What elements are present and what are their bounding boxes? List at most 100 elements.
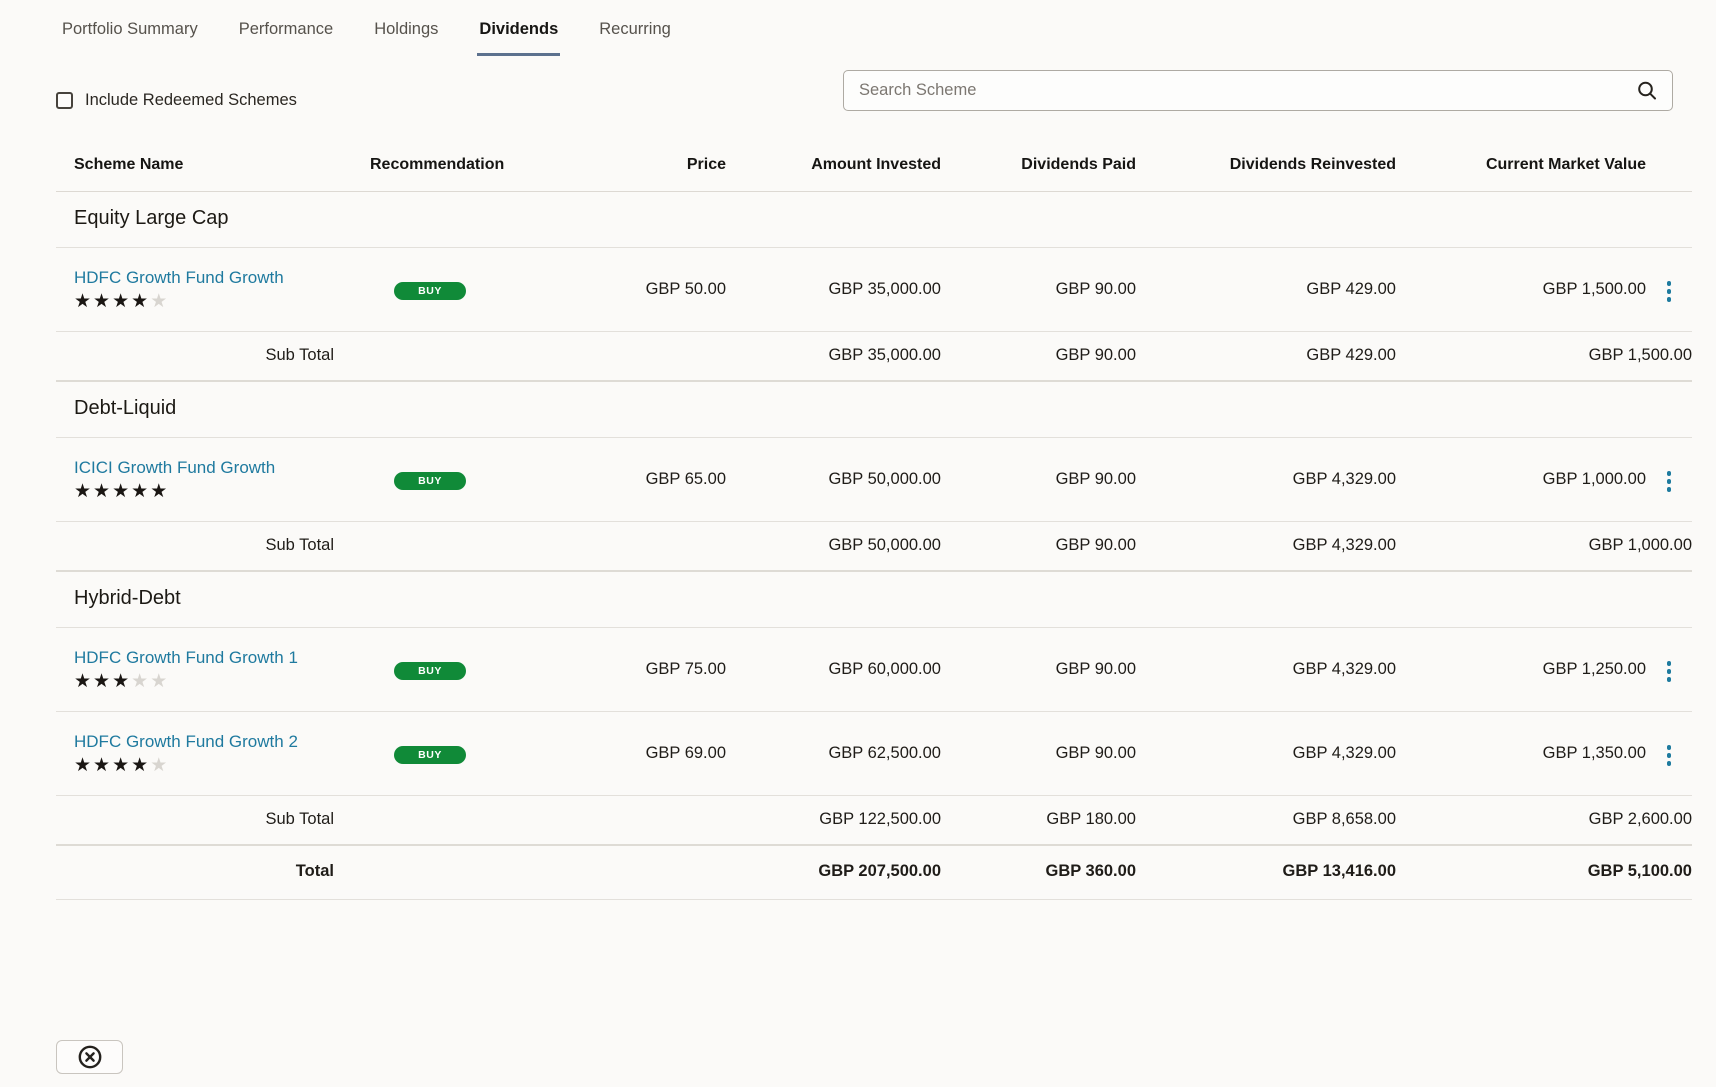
subtotal-market-value: GBP 2,600.00 [1396,795,1692,846]
amount-invested-cell: GBP 50,000.00 [726,437,941,522]
dividends-reinvested-cell: GBP 4,329.00 [1136,437,1396,522]
close-panel-button[interactable] [56,1040,123,1074]
search-icon [1636,80,1658,102]
market-value-cell: GBP 1,000.00 [1396,437,1646,522]
subtotal-market-value: GBP 1,500.00 [1396,331,1692,382]
subtotal-dividends-reinvested: GBP 4,329.00 [1136,521,1396,572]
tab-dividends[interactable]: Dividends [477,18,561,56]
group-title: Hybrid-Debt [56,571,1692,628]
include-redeemed-control: Include Redeemed Schemes [56,91,297,110]
tab-performance[interactable]: Performance [238,20,334,38]
subtotal-amount-invested: GBP 35,000.00 [726,331,941,382]
subtotal-market-value: GBP 1,000.00 [1396,521,1692,572]
kebab-vertical-dots-icon [1666,745,1672,750]
tab-portfolio-summary[interactable]: Portfolio Summary [62,20,198,38]
scheme-link[interactable]: HDFC Growth Fund Growth 2 [74,732,298,751]
dividends-reinvested-cell: GBP 4,329.00 [1136,627,1396,712]
rating-stars: ★★★★★ [74,671,170,692]
recommendation-badge: BUY [394,745,466,764]
total-row: Total GBP 207,500.00 GBP 360.00 GBP 13,4… [56,845,1692,900]
dividends-paid-cell: GBP 90.00 [941,711,1136,796]
table-header-row: Scheme Name Recommendation Price Amount … [56,144,1692,192]
column-header-recommendation: Recommendation [356,144,566,192]
column-header-dividends-paid: Dividends Paid [941,144,1136,192]
close-circle-icon [77,1044,103,1070]
group-title: Equity Large Cap [56,191,1692,248]
search-input[interactable] [859,81,1634,100]
market-value-cell: GBP 1,350.00 [1396,711,1646,796]
subtotal-amount-invested: GBP 122,500.00 [726,795,941,846]
dividends-table: Scheme Name Recommendation Price Amount … [56,144,1692,900]
table-row: HDFC Growth Fund Growth 2 ★★★★★ BUY GBP … [56,711,1692,796]
group-header-debt-liquid: Debt-Liquid [56,381,1692,438]
recommendation-badge: BUY [394,471,466,490]
search-button[interactable] [1634,78,1660,104]
group-title: Debt-Liquid [56,381,1692,438]
group-header-hybrid-debt: Hybrid-Debt [56,571,1692,628]
row-menu-button[interactable] [1657,465,1682,498]
subtotal-dividends-paid: GBP 90.00 [941,521,1136,572]
row-menu-button[interactable] [1657,655,1682,688]
subtotal-row: Sub Total GBP 50,000.00 GBP 90.00 GBP 4,… [56,521,1692,572]
subtotal-dividends-reinvested: GBP 8,658.00 [1136,795,1396,846]
table-row: HDFC Growth Fund Growth 1 ★★★★★ BUY GBP … [56,627,1692,712]
dividends-reinvested-cell: GBP 429.00 [1136,247,1396,332]
recommendation-badge: BUY [394,661,466,680]
dividends-paid-cell: GBP 90.00 [941,627,1136,712]
price-cell: GBP 65.00 [566,437,726,522]
market-value-cell: GBP 1,500.00 [1396,247,1646,332]
kebab-vertical-dots-icon [1666,471,1672,476]
amount-invested-cell: GBP 35,000.00 [726,247,941,332]
subtotal-dividends-paid: GBP 90.00 [941,331,1136,382]
dividends-reinvested-cell: GBP 4,329.00 [1136,711,1396,796]
scheme-link[interactable]: HDFC Growth Fund Growth 1 [74,648,298,667]
scheme-link[interactable]: ICICI Growth Fund Growth [74,458,276,477]
column-header-price: Price [566,144,726,192]
subtotal-dividends-reinvested: GBP 429.00 [1136,331,1396,382]
rating-stars: ★★★★★ [74,755,170,776]
column-header-current-market-value: Current Market Value [1396,144,1646,192]
price-cell: GBP 69.00 [566,711,726,796]
tab-recurring[interactable]: Recurring [599,20,671,38]
rating-stars: ★★★★★ [74,481,170,502]
include-redeemed-label: Include Redeemed Schemes [85,91,297,109]
controls-row: Include Redeemed Schemes [0,56,1716,111]
scheme-search-box [843,70,1673,111]
total-dividends-paid: GBP 360.00 [941,845,1136,900]
kebab-vertical-dots-icon [1666,661,1672,666]
row-menu-button[interactable] [1657,739,1682,772]
column-header-scheme-name: Scheme Name [56,144,356,192]
subtotal-amount-invested: GBP 50,000.00 [726,521,941,572]
recommendation-badge: BUY [394,281,466,300]
include-redeemed-checkbox[interactable] [56,92,73,109]
price-cell: GBP 50.00 [566,247,726,332]
subtotal-label: Sub Total [56,795,356,846]
group-header-equity-large-cap: Equity Large Cap [56,191,1692,248]
subtotal-label: Sub Total [56,331,356,382]
price-cell: GBP 75.00 [566,627,726,712]
total-dividends-reinvested: GBP 13,416.00 [1136,845,1396,900]
subtotal-dividends-paid: GBP 180.00 [941,795,1136,846]
total-market-value: GBP 5,100.00 [1396,845,1692,900]
column-header-amount-invested: Amount Invested [726,144,941,192]
portfolio-tab-bar: Portfolio Summary Performance Holdings D… [0,0,1716,56]
subtotal-row: Sub Total GBP 35,000.00 GBP 90.00 GBP 42… [56,331,1692,382]
row-menu-button[interactable] [1657,275,1682,308]
amount-invested-cell: GBP 60,000.00 [726,627,941,712]
subtotal-label: Sub Total [56,521,356,572]
kebab-vertical-dots-icon [1666,281,1672,286]
scheme-link[interactable]: HDFC Growth Fund Growth [74,268,284,287]
table-row: HDFC Growth Fund Growth ★★★★★ BUY GBP 50… [56,247,1692,332]
market-value-cell: GBP 1,250.00 [1396,627,1646,712]
total-amount-invested: GBP 207,500.00 [726,845,941,900]
rating-stars: ★★★★★ [74,291,170,312]
tab-holdings[interactable]: Holdings [374,20,439,38]
total-label: Total [56,845,356,900]
subtotal-row: Sub Total GBP 122,500.00 GBP 180.00 GBP … [56,795,1692,846]
dividends-paid-cell: GBP 90.00 [941,247,1136,332]
column-header-dividends-reinvested: Dividends Reinvested [1136,144,1396,192]
dividends-paid-cell: GBP 90.00 [941,437,1136,522]
amount-invested-cell: GBP 62,500.00 [726,711,941,796]
table-row: ICICI Growth Fund Growth ★★★★★ BUY GBP 6… [56,437,1692,522]
